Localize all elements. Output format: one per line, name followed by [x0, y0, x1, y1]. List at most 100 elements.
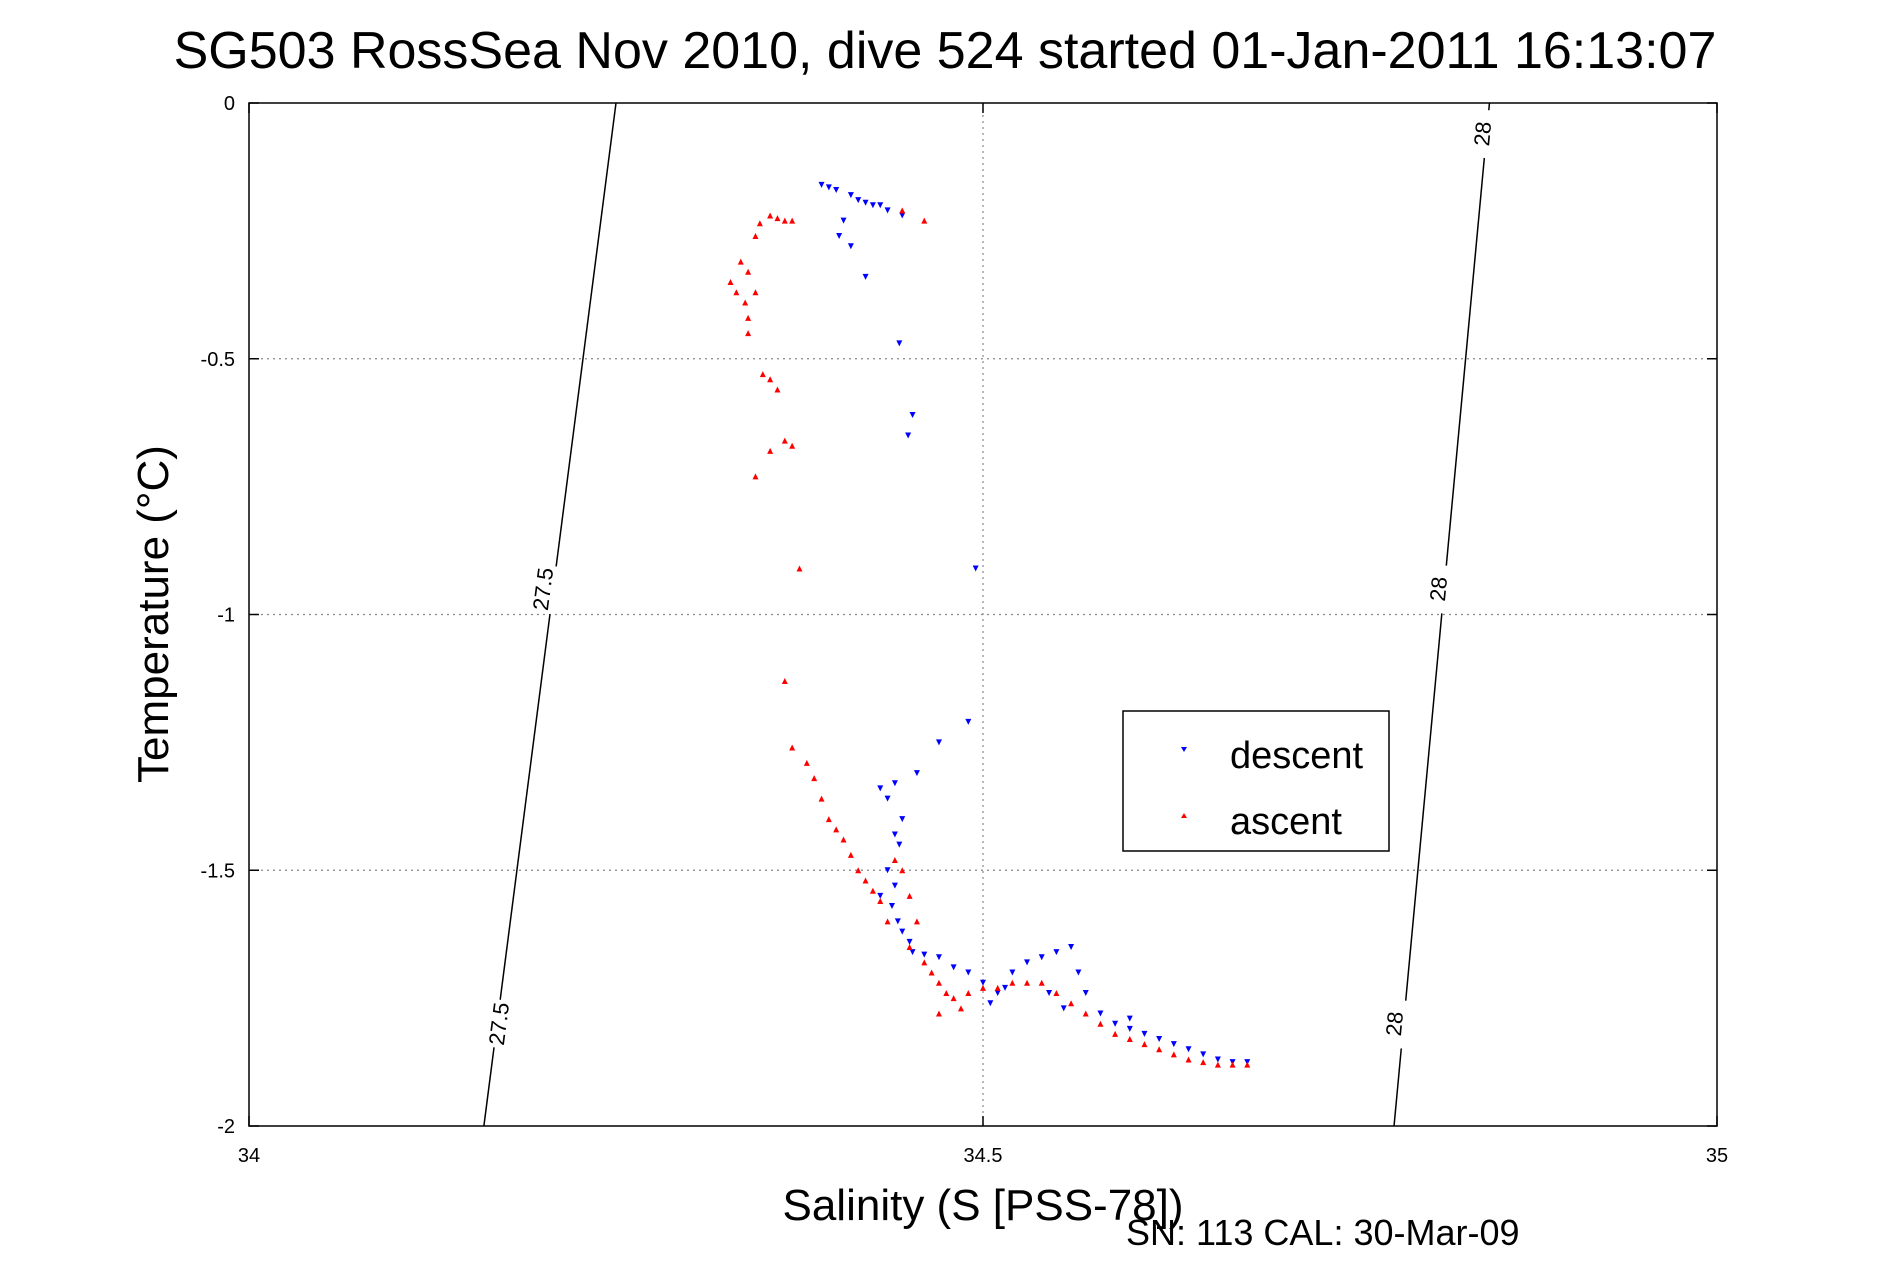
- isopycnal-line: [1393, 102, 1491, 1127]
- descent-point: [855, 197, 862, 204]
- ascent-point: [752, 232, 759, 239]
- descent-point: [906, 938, 913, 945]
- ascent-point: [913, 918, 920, 925]
- descent-point: [847, 192, 854, 199]
- ascent-point: [1214, 1061, 1221, 1068]
- serial-calibration-note: SN: 113 CAL: 30-Mar-09: [1126, 1212, 1520, 1253]
- ascent-point: [803, 759, 810, 766]
- descent-point: [888, 903, 895, 910]
- descent-point: [965, 969, 972, 976]
- descent-point: [1126, 1025, 1133, 1032]
- descent-point: [840, 217, 847, 224]
- descent-point: [899, 212, 906, 219]
- descent-point: [1141, 1030, 1148, 1037]
- ascent-point: [994, 984, 1001, 991]
- ascent-point: [818, 795, 825, 802]
- ascent-point: [1141, 1041, 1148, 1048]
- density-contours: 27.5 27.5 28 28 28: [482, 102, 1498, 1127]
- legend-descent-marker: [1181, 747, 1187, 752]
- ascent-point: [1038, 979, 1045, 986]
- ascent-point: [745, 314, 752, 321]
- ascent-point: [833, 826, 840, 833]
- descent-point: [1185, 1046, 1192, 1053]
- descent-point: [1046, 990, 1053, 997]
- descent-point: [877, 892, 884, 899]
- ascent-point: [756, 220, 763, 227]
- descent-point: [847, 243, 854, 250]
- ascent-point: [759, 371, 766, 378]
- ascent-point: [737, 258, 744, 265]
- ascent-point: [752, 289, 759, 296]
- descent-point: [1009, 969, 1016, 976]
- chart-title: SG503 RossSea Nov 2010, dive 524 started…: [174, 22, 1717, 80]
- descent-point: [935, 739, 942, 746]
- y-axis-label: Temperature (°C): [129, 445, 178, 783]
- ascent-point: [899, 207, 906, 214]
- x-tick-label: 34.5: [964, 1145, 1003, 1167]
- descent-point: [905, 432, 912, 439]
- legend-ascent-label: ascent: [1230, 801, 1342, 843]
- ascent-point: [811, 775, 818, 782]
- ascent-point: [869, 887, 876, 894]
- axis-ticks: 34 34.5 35 0 -0.5 -1 -1.5 -2: [201, 93, 1729, 1167]
- descent-point: [894, 918, 901, 925]
- ascent-point: [774, 215, 781, 222]
- ascent-point: [781, 217, 788, 224]
- descent-point: [1156, 1036, 1163, 1043]
- descent-point: [935, 954, 942, 961]
- descent-point: [994, 990, 1001, 997]
- descent-point: [1038, 954, 1045, 961]
- ascent-point: [1244, 1061, 1251, 1068]
- ascent-point: [789, 442, 796, 449]
- ascent-point: [1156, 1046, 1163, 1053]
- descent-point: [896, 841, 903, 848]
- ascent-point: [745, 330, 752, 337]
- descent-point: [825, 184, 832, 191]
- isopycnal-label-bg: [1422, 563, 1454, 615]
- ascent-point: [1200, 1059, 1207, 1066]
- y-tick-label: -2: [217, 1116, 235, 1138]
- descent-point: [1112, 1020, 1119, 1027]
- ascent-point: [906, 943, 913, 950]
- ascent-point: [781, 437, 788, 444]
- y-tick-label: -0.5: [201, 349, 235, 371]
- legend-descent-label: descent: [1230, 735, 1364, 777]
- ascent-point: [980, 984, 986, 991]
- ascent-point: [1229, 1061, 1236, 1068]
- ascent-point: [965, 990, 972, 997]
- descent-point: [884, 795, 891, 802]
- grid: [249, 103, 1717, 1126]
- ascent-point: [899, 867, 906, 874]
- descent-point: [869, 202, 876, 209]
- descent-point: [1170, 1041, 1177, 1048]
- descent-point: [950, 964, 957, 971]
- descent-point: [891, 882, 898, 889]
- isopycnal-label: 28: [1425, 576, 1452, 603]
- ascent-point: [733, 289, 740, 296]
- ascent-point: [847, 851, 854, 858]
- ascent-point: [943, 990, 950, 997]
- ascent-point: [957, 1005, 964, 1012]
- x-tick-label: 35: [1706, 1145, 1728, 1167]
- descent-point: [884, 207, 891, 214]
- isopycnal-label: 27.5: [484, 1001, 514, 1047]
- ascent-point: [1185, 1056, 1192, 1063]
- isopycnal-label-bg: [1466, 108, 1498, 159]
- descent-point: [1002, 984, 1009, 991]
- ascent-point: [727, 279, 734, 286]
- descent-point: [987, 1000, 994, 1007]
- isopycnal-label-bg: [526, 563, 559, 615]
- descent-point: [891, 831, 898, 838]
- descent-point: [833, 186, 840, 193]
- ascent-point: [1024, 979, 1031, 986]
- ascent-point: [862, 877, 869, 884]
- ascent-point: [906, 892, 913, 899]
- ascent-point: [789, 217, 796, 224]
- ascent-point: [745, 268, 752, 275]
- descent-point: [980, 979, 986, 986]
- descent-point: [877, 202, 884, 209]
- descent-point: [1053, 949, 1060, 956]
- descent-point: [1214, 1056, 1221, 1063]
- descent-point: [877, 785, 884, 792]
- isopycnal-label: 28: [1381, 1010, 1408, 1037]
